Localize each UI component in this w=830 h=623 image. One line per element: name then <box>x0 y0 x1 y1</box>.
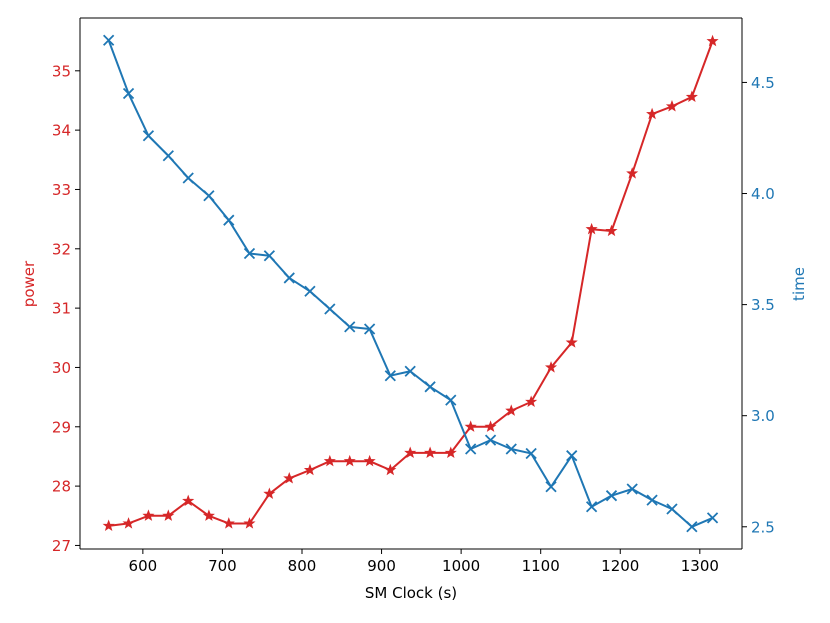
series-time-point <box>162 150 174 162</box>
series-time-point <box>445 394 457 406</box>
x-tick-label: 1000 <box>442 557 480 575</box>
series-time-point <box>525 447 537 460</box>
series-time-point <box>283 272 295 284</box>
series-power-point <box>243 517 256 529</box>
series-time-point <box>404 365 416 377</box>
series-time-point <box>324 303 336 315</box>
series-power <box>102 34 719 532</box>
x-tick-label: 1200 <box>601 557 639 575</box>
series-layer <box>102 34 719 533</box>
y-left-tick-label: 33 <box>52 181 71 199</box>
series-power-point <box>343 454 356 467</box>
x-tick-label: 900 <box>367 557 396 575</box>
series-time-point <box>142 130 155 142</box>
series-power-point <box>283 472 296 484</box>
y-right-tick-label: 3.0 <box>751 407 775 425</box>
series-power-point <box>565 336 578 348</box>
series-power-point <box>323 454 336 467</box>
series-power-point <box>202 509 215 521</box>
series-power-point <box>626 167 639 179</box>
series-time <box>103 34 719 533</box>
series-time-point <box>263 250 276 262</box>
x-tick-label: 800 <box>288 557 317 575</box>
series-time-point <box>465 443 477 455</box>
y-right-axis-ticks: 2.5 3.0 3.5 4.0 4.5 <box>742 74 775 536</box>
series-time-point <box>344 321 356 333</box>
series-power-point <box>525 395 538 408</box>
series-time-point <box>363 323 376 335</box>
series-time-point <box>223 214 235 226</box>
y-left-axis-label: power <box>20 260 38 307</box>
series-power-point <box>464 420 477 432</box>
series-time-point <box>182 172 194 184</box>
series-power-point <box>222 517 235 529</box>
series-time-point <box>605 490 618 502</box>
series-time-point <box>122 87 135 100</box>
series-power-point <box>404 446 417 459</box>
y-right-tick-label: 3.5 <box>751 296 775 314</box>
series-power-point <box>505 404 518 416</box>
series-power-point <box>605 224 618 237</box>
series-time-point <box>384 370 396 382</box>
y-left-axis-ticks: 27 28 29 30 31 32 33 34 35 <box>52 62 80 555</box>
series-time-point <box>666 503 678 515</box>
series-time-point <box>545 481 557 493</box>
series-power-point <box>484 420 497 432</box>
series-time-point <box>304 285 316 297</box>
y-left-tick-label: 30 <box>52 359 71 377</box>
series-time-point <box>505 443 517 455</box>
y-right-tick-label: 4.5 <box>751 74 775 92</box>
y-left-tick-label: 27 <box>52 537 71 555</box>
y-right-tick-label: 4.0 <box>751 185 775 203</box>
y-left-tick-label: 34 <box>52 122 71 140</box>
series-time-point <box>424 381 436 393</box>
series-time-point <box>585 501 598 513</box>
series-time-point <box>203 190 215 202</box>
x-axis-ticks: 600 700 800 900 1000 1100 1200 1300 <box>129 549 719 575</box>
y-left-tick-label: 35 <box>52 62 71 80</box>
series-power-point <box>303 463 316 476</box>
x-axis-label: SM Clock (s) <box>365 584 457 602</box>
series-power-point <box>142 509 155 521</box>
series-time-point <box>484 434 497 446</box>
series-power-point <box>544 361 558 373</box>
series-power-point <box>706 34 719 47</box>
series-time-point <box>243 247 256 260</box>
series-power-point <box>162 509 175 521</box>
series-power-point <box>424 446 437 459</box>
series-power-point <box>585 222 598 235</box>
y-left-tick-label: 31 <box>52 300 71 318</box>
series-power-point <box>102 519 115 532</box>
series-time-point <box>706 512 719 524</box>
series-power-point <box>263 487 276 499</box>
series-power-point <box>363 454 376 467</box>
series-time-point <box>626 483 638 495</box>
series-power-point <box>384 463 397 476</box>
x-tick-label: 600 <box>129 557 158 575</box>
series-time-point <box>103 34 115 46</box>
plot-frame <box>79 17 743 550</box>
x-tick-label: 700 <box>208 557 237 575</box>
series-power-point <box>665 100 679 112</box>
y-right-axis-label: time <box>790 267 808 301</box>
series-time-point <box>646 494 658 506</box>
y-left-tick-label: 28 <box>52 478 71 496</box>
y-right-tick-label: 2.5 <box>751 518 775 536</box>
series-power-point <box>444 446 457 459</box>
series-time-point <box>566 450 578 462</box>
series-power-point <box>182 494 195 507</box>
y-left-tick-label: 29 <box>52 418 71 436</box>
x-tick-label: 1100 <box>522 557 560 575</box>
series-power-point <box>122 517 135 529</box>
plot-area <box>80 18 742 549</box>
series-power-point <box>646 107 659 120</box>
series-power-point <box>685 90 698 103</box>
y-left-tick-label: 32 <box>52 240 71 258</box>
series-time-point <box>686 521 698 533</box>
x-tick-label: 1300 <box>681 557 719 575</box>
